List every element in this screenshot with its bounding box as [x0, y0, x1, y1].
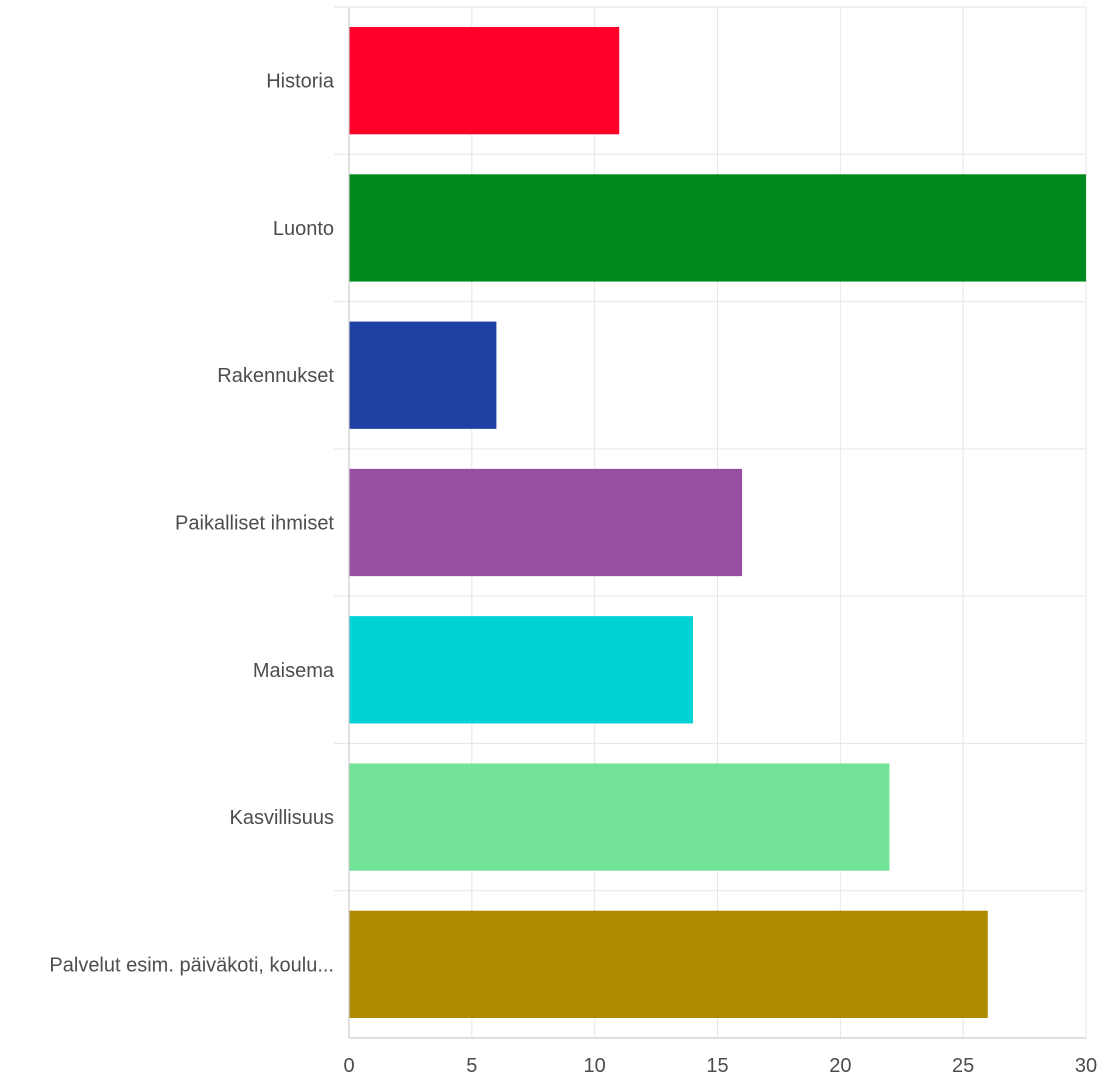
category-label: Palvelut esim. päiväkoti, koulu...: [49, 954, 334, 976]
bar-6[interactable]: [349, 910, 988, 1018]
axis-layer: [348, 7, 1086, 1039]
x-tick-label: 20: [829, 1055, 851, 1076]
category-label: Historia: [266, 71, 335, 93]
category-label: Paikalliset ihmiset: [175, 513, 334, 535]
label-layer: 0 5 10 15 20 25 30 Historia Luonto Rakennukset Pai…: [49, 71, 1097, 1076]
bar-2[interactable]: [349, 321, 497, 429]
category-label: Maisema: [253, 660, 335, 682]
bar-1[interactable]: [349, 174, 1086, 282]
x-tick-label: 30: [1075, 1055, 1097, 1076]
category-label: Rakennukset: [217, 365, 334, 387]
bar-3[interactable]: [349, 468, 743, 577]
x-tick-label: 5: [466, 1055, 477, 1076]
bar-5[interactable]: [349, 763, 890, 871]
bar-0[interactable]: [349, 27, 620, 135]
x-tick-label: 15: [706, 1055, 728, 1076]
category-label: Luonto: [273, 218, 334, 240]
x-tick-label: 25: [952, 1055, 974, 1076]
bar-layer: [349, 27, 1086, 1018]
x-tick-label: 0: [343, 1055, 354, 1076]
x-tick-label: 10: [584, 1055, 606, 1076]
bar-4[interactable]: [349, 616, 693, 724]
category-label: Kasvillisuus: [230, 807, 334, 829]
